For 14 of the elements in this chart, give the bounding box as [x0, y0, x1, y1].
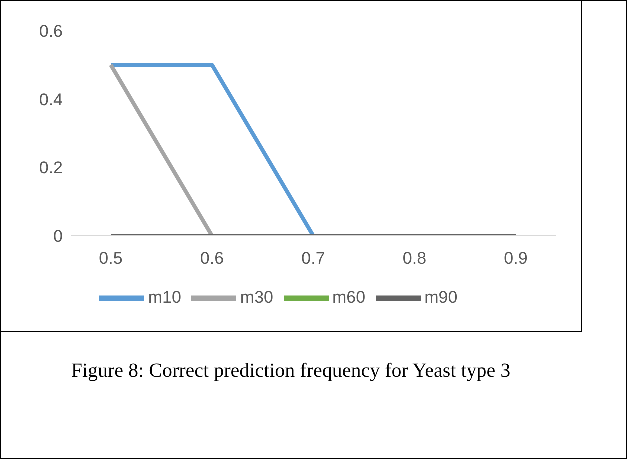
- y-tick-label: 0: [54, 227, 63, 246]
- legend-label: m60: [332, 288, 366, 307]
- x-tick-label: 0.6: [200, 249, 224, 268]
- x-tick-label: 0.8: [402, 249, 427, 268]
- legend-label: m10: [148, 288, 182, 307]
- caption: Figure 8: Correct prediction frequency for Yeast type 3: [70, 359, 512, 383]
- x-tick-label: 0.7: [302, 249, 326, 268]
- legend-label: m90: [424, 288, 458, 307]
- x-tick-label: 0.5: [99, 249, 123, 268]
- y-tick-label: 0.2: [39, 158, 63, 178]
- x-tick-label: 0.9: [504, 249, 528, 268]
- y-tick-label: 0.6: [39, 22, 63, 42]
- y-tick-label: 0.4: [39, 90, 63, 110]
- legend-label: m30: [240, 288, 274, 307]
